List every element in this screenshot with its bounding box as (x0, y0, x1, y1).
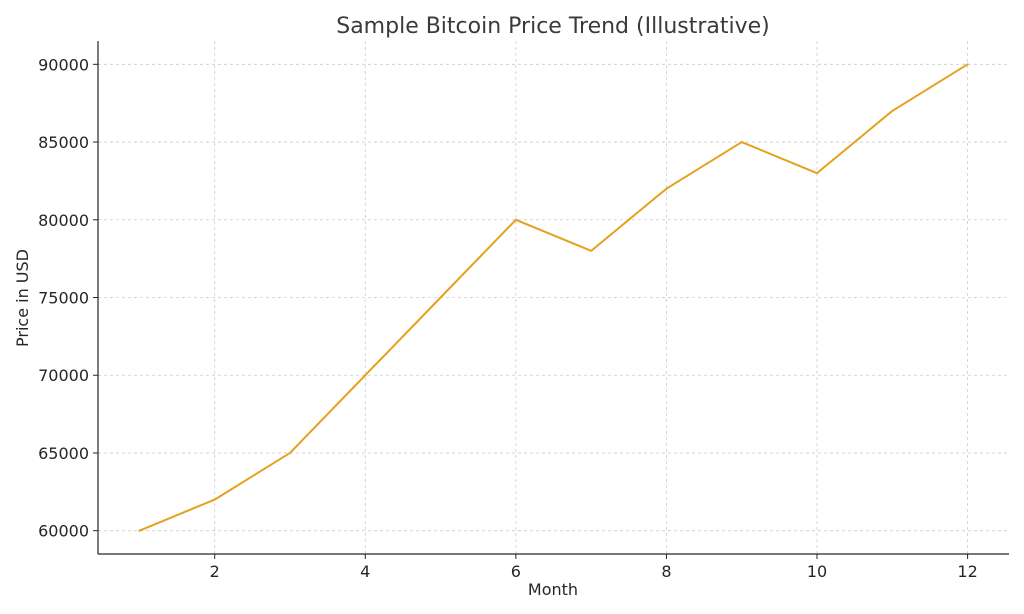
x-tick-label: 6 (511, 562, 521, 581)
ticks: 2 4 6 8 10 12 60000 65000 70000 75000 80000 85000 90… (38, 55, 978, 581)
x-tick-label: 4 (360, 562, 370, 581)
y-tick-label: 60000 (38, 522, 89, 541)
x-tick-label: 8 (661, 562, 671, 581)
chart-title: Sample Bitcoin Price Trend (Illustrative… (336, 14, 770, 39)
price-series-line (138, 63, 969, 532)
y-tick-label: 80000 (38, 211, 89, 230)
x-tick-label: 10 (807, 562, 827, 581)
y-tick-label: 75000 (38, 289, 89, 308)
y-tick-label: 70000 (38, 366, 89, 385)
y-tick-label: 85000 (38, 133, 89, 152)
x-axis-label: Month (528, 580, 578, 599)
x-tick-label: 2 (210, 562, 220, 581)
series-group (138, 63, 969, 532)
y-axis-label: Price in USD (13, 249, 32, 347)
y-tick-label: 65000 (38, 444, 89, 463)
x-tick-label: 12 (957, 562, 977, 581)
y-tick-label: 90000 (38, 55, 89, 74)
grid (98, 41, 1009, 554)
